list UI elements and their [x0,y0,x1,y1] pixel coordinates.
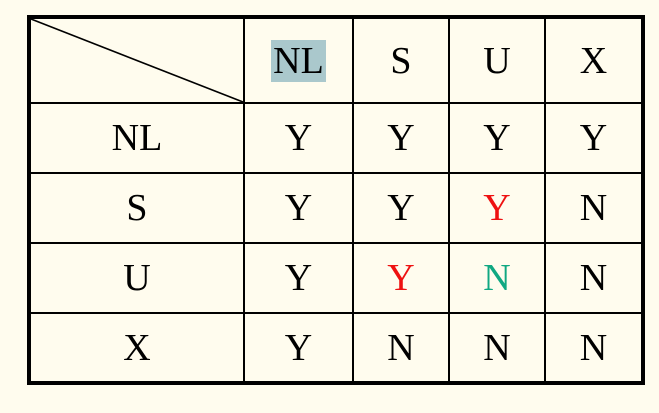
matrix-container: NL S U X NL Y Y Y Y S Y Y Y N U Y Y N N … [27,15,645,385]
cell-u-nl: Y [243,242,354,314]
column-header-nl: NL [243,16,354,104]
cell-nl-x: Y [544,102,644,174]
cell-s-nl: Y [243,172,354,244]
row-header-u: U [28,242,245,314]
diagonal-divider [31,19,243,102]
table-row: U Y Y N N [28,242,644,314]
cell-u-s: Y [352,242,450,314]
row-header-nl: NL [28,102,245,174]
column-header-u: U [448,16,546,104]
header-row: NL S U X [28,16,644,104]
cell-u-x: N [544,242,644,314]
cell-x-nl: Y [243,312,354,384]
cell-x-x: N [544,312,644,384]
cell-s-u: Y [448,172,546,244]
cell-s-x: N [544,172,644,244]
compatibility-matrix: NL S U X NL Y Y Y Y S Y Y Y N U Y Y N N … [27,15,645,385]
cell-nl-s: Y [352,102,450,174]
cell-nl-nl: Y [243,102,354,174]
cell-x-s: N [352,312,450,384]
row-header-x: X [28,312,245,384]
table-row: S Y Y Y N [28,172,644,244]
cell-s-s: Y [352,172,450,244]
corner-cell [28,16,245,104]
cell-nl-u: Y [448,102,546,174]
cell-x-u: N [448,312,546,384]
column-header-x: X [544,16,644,104]
row-header-s: S [28,172,245,244]
highlighted-header-label: NL [271,39,326,82]
table-row: X Y N N N [28,312,644,384]
table-row: NL Y Y Y Y [28,102,644,174]
column-header-s: S [352,16,450,104]
cell-u-u: N [448,242,546,314]
